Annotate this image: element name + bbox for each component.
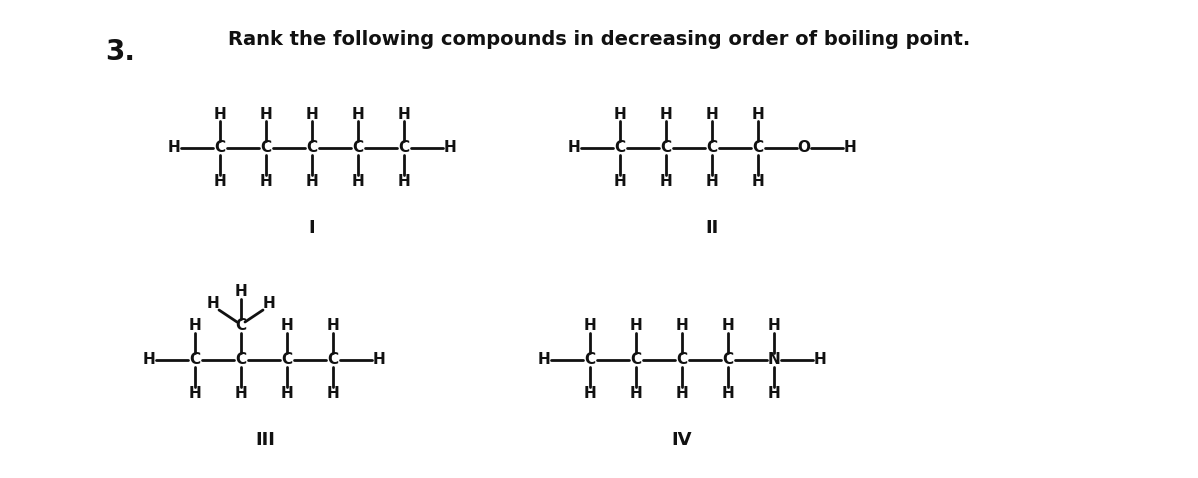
Text: H: H: [398, 107, 411, 121]
Text: C: C: [236, 318, 247, 334]
Text: 3.: 3.: [105, 38, 135, 66]
Text: H: H: [843, 141, 857, 155]
Text: H: H: [751, 107, 764, 121]
Text: H: H: [188, 387, 201, 402]
Text: H: H: [398, 174, 411, 189]
Text: C: C: [307, 141, 317, 155]
Text: H: H: [630, 387, 642, 402]
Text: H: H: [706, 174, 719, 189]
Text: C: C: [585, 352, 595, 368]
Text: H: H: [168, 141, 181, 155]
Text: O: O: [798, 141, 811, 155]
Text: H: H: [676, 318, 689, 334]
Text: H: H: [373, 352, 386, 368]
Text: H: H: [260, 107, 272, 121]
Text: C: C: [660, 141, 672, 155]
Text: H: H: [143, 352, 156, 368]
Text: IV: IV: [672, 431, 692, 449]
Text: H: H: [305, 174, 319, 189]
Text: H: H: [235, 387, 247, 402]
Text: H: H: [206, 296, 219, 312]
Text: H: H: [751, 174, 764, 189]
Text: C: C: [722, 352, 733, 368]
Text: H: H: [813, 352, 827, 368]
Text: H: H: [213, 107, 226, 121]
Text: H: H: [213, 174, 226, 189]
Text: H: H: [660, 174, 672, 189]
Text: C: C: [707, 141, 718, 155]
Text: C: C: [352, 141, 363, 155]
Text: H: H: [706, 107, 719, 121]
Text: H: H: [327, 387, 339, 402]
Text: H: H: [768, 318, 780, 334]
Text: H: H: [280, 387, 294, 402]
Text: H: H: [260, 174, 272, 189]
Text: H: H: [443, 141, 456, 155]
Text: H: H: [676, 387, 689, 402]
Text: C: C: [214, 141, 225, 155]
Text: H: H: [721, 318, 734, 334]
Text: C: C: [752, 141, 763, 155]
Text: C: C: [630, 352, 642, 368]
Text: H: H: [280, 318, 294, 334]
Text: C: C: [282, 352, 292, 368]
Text: H: H: [327, 318, 339, 334]
Text: H: H: [352, 107, 364, 121]
Text: H: H: [352, 174, 364, 189]
Text: H: H: [262, 296, 276, 312]
Text: N: N: [768, 352, 780, 368]
Text: H: H: [235, 284, 247, 300]
Text: C: C: [677, 352, 688, 368]
Text: I: I: [309, 219, 315, 237]
Text: H: H: [305, 107, 319, 121]
Text: C: C: [399, 141, 410, 155]
Text: C: C: [236, 352, 247, 368]
Text: C: C: [189, 352, 200, 368]
Text: H: H: [613, 107, 627, 121]
Text: II: II: [706, 219, 719, 237]
Text: C: C: [260, 141, 272, 155]
Text: H: H: [768, 387, 780, 402]
Text: H: H: [583, 318, 597, 334]
Text: III: III: [255, 431, 274, 449]
Text: H: H: [188, 318, 201, 334]
Text: Rank the following compounds in decreasing order of boiling point.: Rank the following compounds in decreasi…: [228, 30, 970, 49]
Text: H: H: [721, 387, 734, 402]
Text: H: H: [583, 387, 597, 402]
Text: C: C: [615, 141, 625, 155]
Text: H: H: [568, 141, 580, 155]
Text: H: H: [630, 318, 642, 334]
Text: H: H: [660, 107, 672, 121]
Text: C: C: [327, 352, 339, 368]
Text: H: H: [538, 352, 550, 368]
Text: H: H: [613, 174, 627, 189]
